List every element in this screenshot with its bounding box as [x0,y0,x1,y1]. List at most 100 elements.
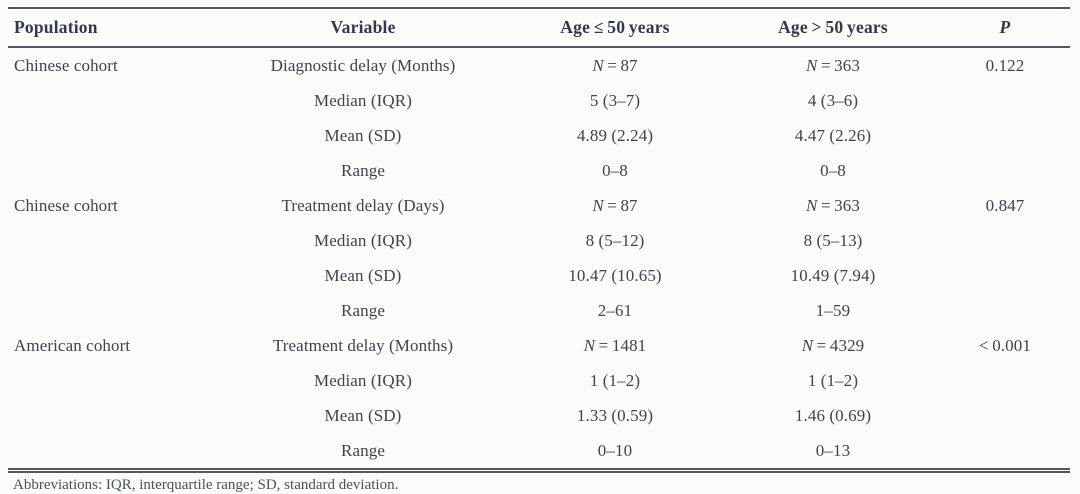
cell-age-gt-50: 10.49 (7.94) [726,258,940,293]
cell-variable: Median (IQR) [314,370,412,390]
cell-age-gt-50: 1 (1–2) [726,363,940,398]
cell-variable: Median (IQR) [314,230,412,250]
cell-p-value: < 0.001 [979,335,1031,355]
cell-p-value [940,83,1070,118]
cell-age-gt-50: N = 4329 [726,328,940,363]
cell-value: 8 (5–13) [803,230,863,250]
cell-value: 4.47 (2.26) [794,125,872,145]
table-footnote: Abbreviations: IQR, interquartile range;… [13,477,399,493]
cell-value: 10.47 (10.65) [568,265,662,285]
cell-p-value [940,293,1070,328]
cell-value: 10.49 (7.94) [790,265,876,285]
cell-variable: Range [341,160,385,180]
cell-value: 2–61 [597,300,633,320]
paper-table: Population Variable Age ≤ 50 years Age >… [8,7,1070,473]
cell-value: 1 (1–2) [807,370,859,390]
cell-value: 4.89 (2.24) [576,125,654,145]
cell-population: American cohort [14,335,131,355]
cell-value: 1–59 [815,300,851,320]
cell-value: = 4329 [813,335,865,355]
table-row: Median (IQR) 1 (1–2) 1 (1–2) [8,363,1070,398]
cell-p-value [940,153,1070,188]
n-symbol: N [583,335,596,355]
table-row: American cohort Treatment delay (Months)… [8,328,1070,363]
cell-variable: Diagnostic delay (Months) [270,55,456,75]
cell-value: 0–8 [820,160,846,180]
cell-age-le-50: 4.89 (2.24) [504,118,726,153]
cell-age-le-50: N = 87 [504,188,726,223]
column-header-p-value: P [940,8,1070,48]
table-row: Mean (SD) 10.47 (10.65) 10.49 (7.94) [8,258,1070,293]
table-row: Median (IQR) 5 (3–7) 4 (3–6) [8,83,1070,118]
n-symbol: N [806,55,818,75]
cell-age-gt-50: 4 (3–6) [726,83,940,118]
cell-population [8,293,222,328]
cell-age-le-50: 1.33 (0.59) [504,398,726,433]
cell-age-gt-50: 0–13 [726,433,940,471]
n-symbol: N [806,195,818,215]
cell-p-value: 0.847 [985,195,1025,215]
cell-value: = 87 [603,55,638,75]
cell-variable: Mean (SD) [324,125,402,145]
cell-population: Chinese cohort [14,55,118,75]
cell-population [8,83,222,118]
cell-value: 0–8 [602,160,628,180]
n-symbol: N [801,335,814,355]
cell-p-value [940,398,1070,433]
cell-age-le-50: 0–10 [504,433,726,471]
cell-age-le-50: 5 (3–7) [504,83,726,118]
cell-value: 1.46 (0.69) [794,405,872,425]
cell-age-gt-50: N = 363 [726,47,940,83]
cell-value: = 87 [603,195,638,215]
column-header-age-gt-50: Age > 50 years [726,8,940,48]
cell-age-le-50: 2–61 [504,293,726,328]
column-header-age-le-50: Age ≤ 50 years [504,8,726,48]
cell-age-le-50: 0–8 [504,153,726,188]
cell-variable: Mean (SD) [324,405,402,425]
cell-p-value: 0.122 [985,55,1025,75]
cell-value: 1 (1–2) [589,370,641,390]
cell-value: = 363 [817,55,860,75]
n-symbol: N [592,55,604,75]
cell-p-value [940,363,1070,398]
cell-variable: Mean (SD) [324,265,402,285]
column-header-population: Population [8,8,222,48]
cell-population [8,153,222,188]
cell-population [8,258,222,293]
cell-population [8,398,222,433]
cell-population [8,433,222,471]
cohort-delay-table: Population Variable Age ≤ 50 years Age >… [8,7,1070,473]
cell-value: 0–10 [597,440,633,460]
cell-value: 0–13 [815,440,851,460]
cell-age-le-50: N = 1481 [504,328,726,363]
cell-population: Chinese cohort [14,195,118,215]
cell-age-gt-50: 1.46 (0.69) [726,398,940,433]
table-row: Range 2–61 1–59 [8,293,1070,328]
table-row: Median (IQR) 8 (5–12) 8 (5–13) [8,223,1070,258]
cell-age-gt-50: 4.47 (2.26) [726,118,940,153]
cell-age-gt-50: 8 (5–13) [726,223,940,258]
cell-p-value [940,223,1070,258]
table-row: Chinese cohort Treatment delay (Days) N … [8,188,1070,223]
cell-variable: Treatment delay (Months) [272,335,454,355]
table-row: Range 0–8 0–8 [8,153,1070,188]
column-header-variable: Variable [222,8,504,48]
cell-variable: Range [341,300,385,320]
cell-age-le-50: 1 (1–2) [504,363,726,398]
table-row: Range 0–10 0–13 [8,433,1070,471]
header-row: Population Variable Age ≤ 50 years Age >… [8,8,1070,48]
cell-p-value [940,433,1070,471]
cell-age-gt-50: 0–8 [726,153,940,188]
cell-population [8,118,222,153]
cell-value: 5 (3–7) [589,90,641,110]
n-symbol: N [592,195,604,215]
cell-population [8,223,222,258]
cell-age-le-50: 10.47 (10.65) [504,258,726,293]
cell-variable: Treatment delay (Days) [281,195,445,215]
cell-value: 1.33 (0.59) [576,405,654,425]
cell-p-value [940,118,1070,153]
cell-value: 8 (5–12) [585,230,645,250]
cell-age-le-50: N = 87 [504,47,726,83]
cell-p-value [940,258,1070,293]
cell-age-gt-50: N = 363 [726,188,940,223]
